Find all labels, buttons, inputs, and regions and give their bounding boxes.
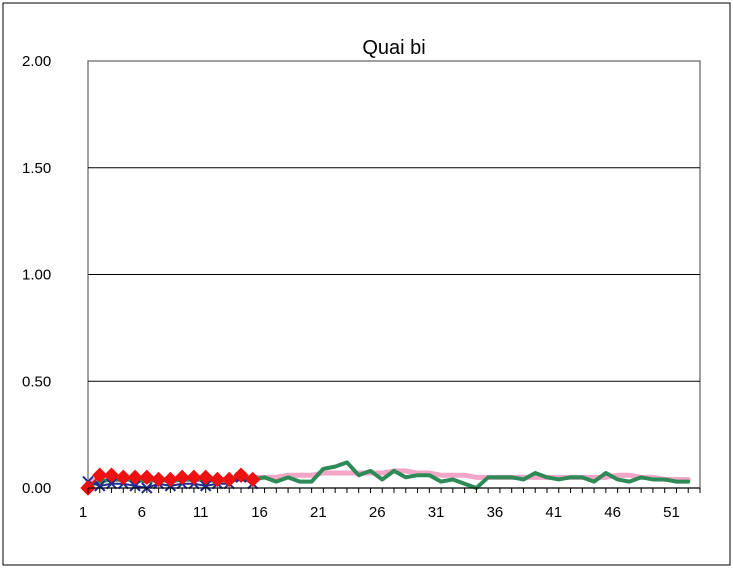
series-3-point (174, 469, 190, 486)
y-tick-label: 0.50 (22, 373, 51, 390)
series-2-point (94, 480, 106, 492)
x-tick-label: 11 (193, 504, 209, 521)
series-3-point (150, 471, 167, 488)
series-3-point (186, 469, 202, 486)
y-tick-label: 1.50 (22, 160, 51, 177)
series-3-point (127, 469, 143, 486)
x-tick-label: 26 (369, 504, 386, 521)
y-tick-label: 2.00 (22, 53, 51, 70)
series-3-point (221, 471, 237, 488)
y-tick-label: 1.00 (22, 267, 51, 284)
series-3-point (92, 467, 108, 483)
series-3-point (209, 471, 226, 488)
series-3-point (197, 469, 214, 486)
x-tick-label: 1 (79, 504, 87, 521)
grid-layer (88, 167, 700, 382)
x-tick-label: 51 (663, 504, 680, 521)
series-3-point (233, 467, 249, 483)
series-3-point (139, 469, 155, 486)
series-2-point (199, 480, 212, 492)
series-1-line (86, 460, 691, 490)
series-3-point (103, 467, 120, 483)
x-tick-label: 41 (545, 504, 562, 521)
series-3-point (115, 469, 132, 486)
axis-layer: 0.000.501.001.502.001 6 11 16 21 26 31 36 41 46 51 (22, 53, 701, 521)
series-3-point (245, 471, 261, 488)
series-layer (80, 460, 691, 496)
x-tick-label: 46 (604, 504, 621, 521)
x-tick-label: 16 (251, 504, 268, 521)
y-tick-label: 0.00 (22, 480, 51, 497)
series-2-point (129, 480, 141, 492)
series-2-point (105, 478, 118, 490)
chart-title: Quai bi (362, 37, 425, 59)
x-tick-label: 6 (138, 504, 146, 521)
x-tick-label: 21 (310, 504, 327, 521)
x-tick-label: 36 (487, 504, 504, 521)
x-tick-label: 31 (428, 504, 445, 521)
